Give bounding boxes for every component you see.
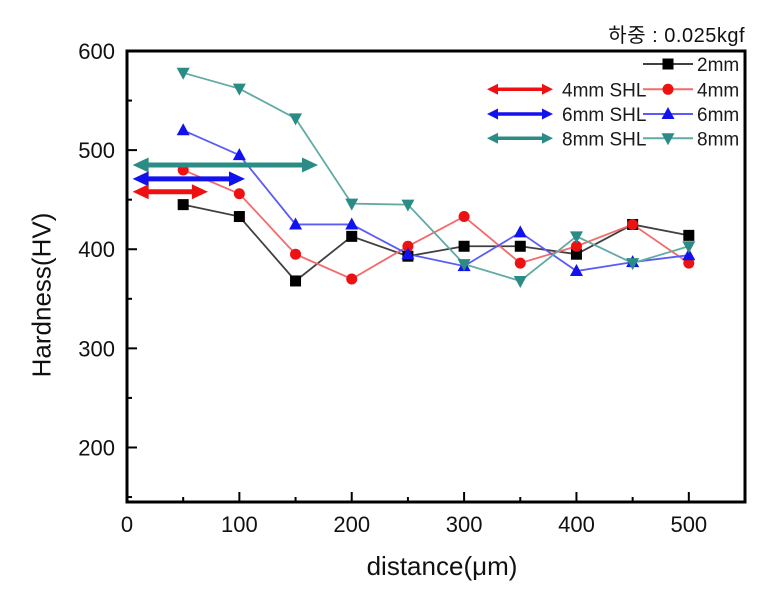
legend-label-6mm-shl: 6mm SHL xyxy=(562,105,646,126)
marker-6mm xyxy=(401,247,415,260)
marker-8mm xyxy=(401,199,415,212)
marker-4mm xyxy=(402,240,414,252)
legend-shl-arrow-8mm-right-head xyxy=(542,132,553,144)
series-line-2mm xyxy=(182,203,689,283)
marker-2mm xyxy=(683,229,695,241)
legend-key-marker-2mm xyxy=(662,58,674,70)
marker-8mm xyxy=(457,259,471,272)
x-tick-label: 0 xyxy=(121,512,133,537)
x-axis-label: distance(μm) xyxy=(366,551,518,581)
marker-4mm xyxy=(627,218,639,230)
y-tick-label: 300 xyxy=(78,336,115,361)
shl-arrow-4mm-right-head xyxy=(191,184,208,200)
legend-shl-arrow-4mm-left-head xyxy=(487,83,498,95)
marker-6mm xyxy=(232,148,246,161)
marker-6mm xyxy=(176,123,190,136)
plot-frame xyxy=(125,49,747,504)
y-tick-label: 600 xyxy=(78,39,115,64)
legend-label-6mm: 6mm xyxy=(697,105,739,126)
legend-label-8mm-shl: 8mm SHL xyxy=(562,129,646,150)
marker-8mm xyxy=(569,231,583,244)
marker-4mm xyxy=(346,273,358,285)
marker-8mm xyxy=(289,113,303,126)
legend-shl-arrow-6mm-right-head xyxy=(542,108,553,120)
legend-key-marker-8mm xyxy=(661,133,675,146)
marker-4mm xyxy=(570,240,582,252)
marker-2mm xyxy=(458,240,470,252)
legend-label-8mm: 8mm xyxy=(697,129,739,150)
y-tick-label: 200 xyxy=(78,435,115,460)
legend-shl-arrow-8mm-left-head xyxy=(487,132,498,144)
marker-8mm xyxy=(682,241,696,254)
marker-4mm xyxy=(290,248,302,260)
shl-arrow-4mm-left-head xyxy=(132,184,149,200)
marker-2mm xyxy=(177,199,189,211)
series-line-6mm xyxy=(182,129,689,272)
marker-6mm xyxy=(682,248,696,261)
marker-2mm xyxy=(290,275,302,287)
shl-arrow-6mm-left-head xyxy=(132,171,149,187)
x-tick-label: 400 xyxy=(558,512,595,537)
legend-label-2mm: 2mm xyxy=(697,55,739,76)
marker-8mm xyxy=(176,67,190,80)
marker-8mm xyxy=(232,83,246,96)
shl-arrow-8mm-left-head xyxy=(132,157,149,173)
y-tick-label: 400 xyxy=(78,237,115,262)
marker-6mm xyxy=(569,264,583,277)
legend-label-4mm-shl: 4mm SHL xyxy=(562,80,646,101)
marker-8mm xyxy=(626,258,640,271)
shl-arrow-8mm-right-head xyxy=(302,157,319,173)
series-line-8mm xyxy=(182,71,690,282)
marker-6mm xyxy=(513,225,527,238)
y-tick-label: 500 xyxy=(78,138,115,163)
series-line-4mm xyxy=(182,169,690,280)
marker-6mm xyxy=(289,217,303,230)
marker-4mm xyxy=(683,257,695,269)
legend-key-marker-4mm xyxy=(662,83,674,95)
load-annotation: 하중 : 0.025kgf xyxy=(608,25,745,47)
marker-2mm xyxy=(514,240,526,252)
marker-4mm xyxy=(514,257,526,269)
x-tick-label: 300 xyxy=(446,512,483,537)
marker-2mm xyxy=(570,248,582,260)
marker-2mm xyxy=(346,230,358,242)
legend-shl-arrow-4mm-right-head xyxy=(542,83,553,95)
marker-8mm xyxy=(345,198,359,211)
marker-2mm xyxy=(233,211,245,223)
marker-4mm xyxy=(233,188,245,200)
x-tick-label: 500 xyxy=(670,512,707,537)
legend-key-marker-6mm xyxy=(661,107,675,119)
shl-arrow-6mm-right-head xyxy=(228,171,245,187)
x-tick-label: 100 xyxy=(221,512,258,537)
marker-4mm xyxy=(458,211,470,223)
legend-label-4mm: 4mm xyxy=(697,80,739,101)
marker-8mm xyxy=(513,275,527,288)
x-tick-label: 200 xyxy=(333,512,370,537)
y-axis-label: Hardness(HV) xyxy=(26,212,57,378)
marker-6mm xyxy=(345,217,359,230)
legend-shl-arrow-6mm-left-head xyxy=(487,108,498,120)
